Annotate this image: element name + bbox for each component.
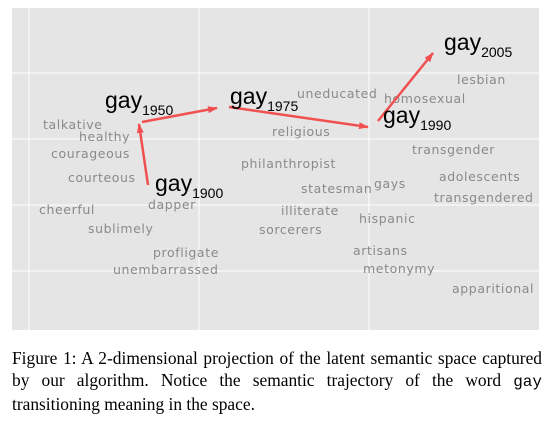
caption-code-word: gay: [513, 373, 542, 391]
trajectory-year: 1900: [192, 185, 223, 201]
word-courageous: courageous: [51, 146, 130, 161]
trajectory-year: 1990: [420, 117, 451, 133]
word-sublimely: sublimely: [88, 221, 153, 236]
word-unembarrassed: unembarrassed: [113, 262, 218, 277]
trajectory-year: 1975: [267, 98, 298, 114]
word-uneducated: uneducated: [297, 86, 377, 101]
word-sorcerers: sorcerers: [259, 222, 322, 237]
word-metonymy: metonymy: [363, 261, 435, 276]
word-cheerful: cheerful: [39, 202, 95, 217]
word-hispanic: hispanic: [359, 211, 416, 226]
figure-caption: Figure 1: A 2-dimensional projection of …: [12, 347, 542, 415]
semantic-space-figure: talkative healthy courageous courteous cheer…: [12, 8, 539, 330]
word-adolescents: adolescents: [439, 169, 520, 184]
word-apparitional: apparitional: [452, 281, 534, 296]
caption-text: Figure 1: A 2-dimensional projection of …: [12, 348, 542, 390]
trajectory-word: gay: [383, 102, 421, 128]
word-illiterate: illiterate: [281, 203, 339, 218]
word-statesman: statesman: [301, 181, 372, 196]
word-dapper: dapper: [148, 197, 196, 212]
word-philanthropist: philanthropist: [241, 156, 336, 171]
word-healthy: healthy: [79, 129, 130, 144]
word-courteous: courteous: [68, 170, 136, 185]
word-lesbian: lesbian: [457, 72, 506, 87]
caption-text-end: transitioning meaning in the space.: [12, 394, 255, 414]
trajectory-word: gay: [155, 170, 193, 196]
trajectory-word: gay: [444, 29, 482, 55]
trajectory-year: 1950: [142, 102, 173, 118]
word-gays: gays: [374, 176, 406, 191]
word-transgender: transgender: [412, 142, 495, 157]
word-artisans: artisans: [353, 243, 408, 258]
trajectory-word: gay: [105, 87, 143, 113]
word-religious: religious: [272, 124, 330, 139]
word-profligate: profligate: [153, 245, 219, 260]
projection-plot: talkativehealthycourageouscourteouscheer…: [12, 8, 539, 330]
trajectory-word: gay: [230, 83, 268, 109]
trajectory-year: 2005: [481, 44, 512, 60]
word-transgendered: transgendered: [434, 190, 534, 205]
